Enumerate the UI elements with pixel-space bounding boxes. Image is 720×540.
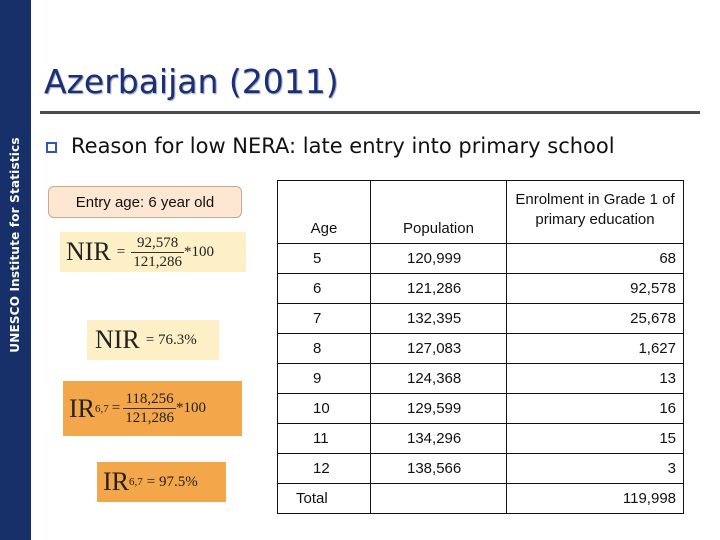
formula-lhs: IR <box>103 467 129 496</box>
cell-enrolment: 15 <box>506 423 684 454</box>
cell-age: 7 <box>277 303 371 334</box>
formula-result: = 97.5% <box>146 473 198 490</box>
formula-tail: *100 <box>184 243 214 260</box>
bullet-point: Reason for low NERA: late entry into pri… <box>46 134 615 158</box>
cell-enrolment: 68 <box>506 243 684 274</box>
cell-enrolment: 16 <box>506 393 684 424</box>
cell-age: 11 <box>277 423 371 454</box>
formula-denominator: 121,286 <box>133 253 182 270</box>
formula-subscript: 6,7 <box>95 402 109 415</box>
table-row: 10 129,599 16 <box>277 393 684 424</box>
formula-lhs: NIR <box>66 237 111 266</box>
formula-fraction: 118,256 121,286 <box>123 390 176 427</box>
table-row: 7 132,395 25,678 <box>277 303 684 334</box>
title-divider <box>40 111 700 114</box>
table-row: 11 134,296 15 <box>277 423 684 454</box>
cell-age: 6 <box>277 273 371 304</box>
cell-total-population <box>370 483 507 514</box>
formula-lhs: NIR <box>95 325 140 354</box>
entry-age-box: Entry age: 6 year old <box>48 186 242 218</box>
table-row: 9 124,368 13 <box>277 363 684 394</box>
cell-population: 121,286 <box>370 273 507 304</box>
formula-subscript: 6,7 <box>129 476 143 488</box>
cell-age: 9 <box>277 363 371 394</box>
header-population: Population <box>370 180 507 244</box>
cell-enrolment: 13 <box>506 363 684 394</box>
formula-tail: *100 <box>175 400 206 416</box>
cell-population: 124,368 <box>370 363 507 394</box>
cell-population: 138,566 <box>370 453 507 484</box>
formula-numerator: 118,256 <box>123 390 176 409</box>
nir-formula: NIR = 92,578 121,286 *100 <box>60 232 246 272</box>
table-row: 6 121,286 92,578 <box>277 273 684 304</box>
table-total-row: Total 119,998 <box>277 483 684 514</box>
nir-result: NIR = 76.3% <box>87 320 219 360</box>
cell-enrolment: 25,678 <box>506 303 684 334</box>
ir-result: IR 6,7 = 97.5% <box>97 462 226 502</box>
cell-total-enrolment: 119,998 <box>506 483 684 514</box>
formula-denominator: 121,286 <box>125 410 174 426</box>
ir-formula: IR 6,7 = 118,256 121,286 *100 <box>63 381 242 436</box>
table-row: 12 138,566 3 <box>277 453 684 484</box>
cell-population: 134,296 <box>370 423 507 454</box>
cell-population: 127,083 <box>370 333 507 364</box>
formula-fraction: 92,578 121,286 <box>131 234 184 271</box>
cell-enrolment: 92,578 <box>506 273 684 304</box>
square-bullet-icon <box>46 141 57 153</box>
cell-enrolment: 1,627 <box>506 333 684 364</box>
cell-total-label: Total <box>277 483 371 514</box>
formula-equals: = <box>116 243 126 260</box>
cell-age: 5 <box>277 243 371 274</box>
sidebar-label: UNESCO Institute for Statistics <box>8 137 22 353</box>
formula-result: = 76.3% <box>145 331 197 348</box>
formula-lhs: IR <box>69 393 95 423</box>
cell-population: 120,999 <box>370 243 507 274</box>
enrolment-table: Age Population Enrolment in Grade 1 of p… <box>277 180 684 514</box>
cell-age: 10 <box>277 393 371 424</box>
cell-enrolment: 3 <box>506 453 684 484</box>
header-enrolment: Enrolment in Grade 1 of primary educatio… <box>506 180 684 244</box>
header-age: Age <box>277 180 371 244</box>
page-title: Azerbaijan (2011) <box>44 62 339 101</box>
cell-population: 129,599 <box>370 393 507 424</box>
table-header-row: Age Population Enrolment in Grade 1 of p… <box>277 180 684 244</box>
formula-numerator: 92,578 <box>131 234 184 253</box>
table-row: 8 127,083 1,627 <box>277 333 684 364</box>
table-row: 5 120,999 68 <box>277 243 684 274</box>
cell-age: 12 <box>277 453 371 484</box>
cell-age: 8 <box>277 333 371 364</box>
cell-population: 132,395 <box>370 303 507 334</box>
bullet-text: Reason for low NERA: late entry into pri… <box>71 134 615 158</box>
formula-equals: = <box>111 400 121 416</box>
sidebar: UNESCO Institute for Statistics <box>0 0 31 540</box>
